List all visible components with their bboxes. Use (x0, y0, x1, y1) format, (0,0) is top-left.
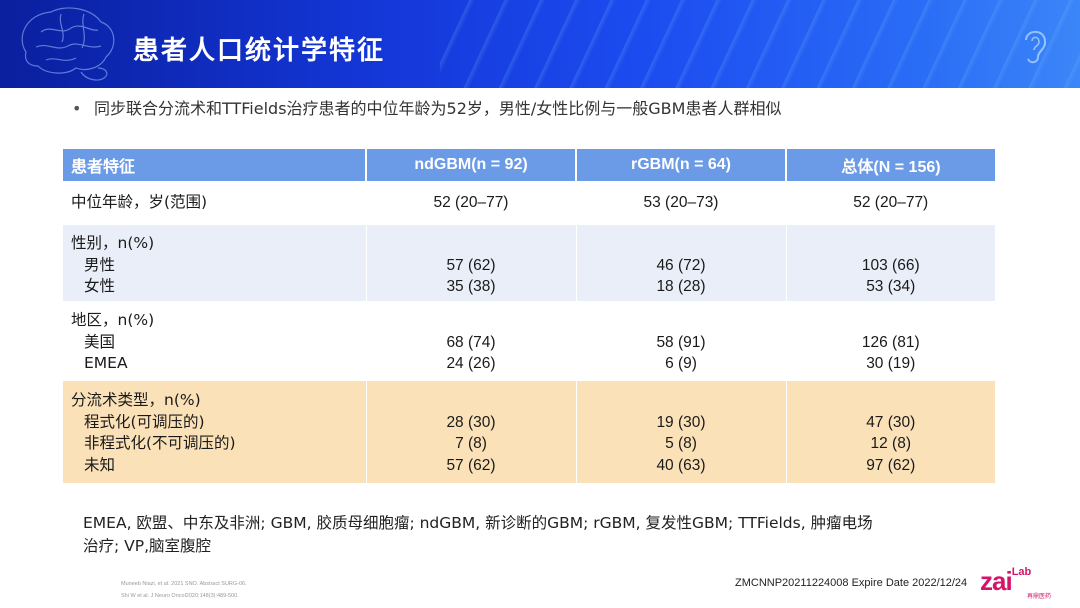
shunt-unknown-ndgbm: 57 (62) (446, 456, 496, 474)
header-characteristic: 患者特征 (63, 149, 367, 181)
shunt-nonprogrammable-total: 12 (8) (870, 435, 912, 452)
region-us-total: 126 (81) (861, 333, 920, 351)
logo-main: zai (980, 566, 1013, 596)
zailab-logo: zaiLab (980, 566, 1031, 597)
shunt-unknown-label: 未知 (84, 455, 116, 474)
footnote-line-2: 治疗; VP,脑室腹腔 (83, 537, 212, 555)
reference-1: Muneeb Niazi, et al. 2021 SNO. Abstract … (121, 581, 247, 587)
sex-label: 性别，n(%) (71, 234, 155, 252)
region-us-rgbm: 58 (91) (656, 333, 706, 351)
slide-title: 患者人口统计学特征 (133, 36, 386, 66)
ear-icon (1025, 30, 1047, 64)
sex-female-ndgbm: 35 (38) (446, 278, 496, 295)
region-emea-label: EMEA (84, 354, 128, 372)
shunt-nonprogrammable-label: 非程式化(不可调压的) (84, 434, 236, 452)
region-emea-rgbm: 6 (9) (665, 355, 697, 372)
demographics-table: 患者特征 ndGBM(n = 92) rGBM(n = 64) 总体(N = 1… (63, 149, 995, 483)
region-emea-ndgbm: 24 (26) (446, 355, 496, 372)
header-ndgbm: ndGBM(n = 92) (366, 149, 577, 181)
header-total: 总体(N = 156) (786, 149, 995, 181)
shunt-programmable-total: 47 (30) (866, 413, 916, 431)
median-age-ndgbm: 52 (20–77) (433, 194, 509, 211)
table-row-sex: 性别，n(%) 男性 女性 57 (62) 35 (38) 46 (72) 18… (63, 225, 995, 301)
header-rgbm: rGBM(n = 64) (576, 149, 787, 181)
shunt-programmable-ndgbm: 28 (30) (446, 413, 496, 431)
brain-icon (21, 7, 115, 81)
sex-male-rgbm: 46 (72) (656, 256, 706, 274)
region-label: 地区，n(%) (71, 311, 155, 329)
summary-bullet: • 同步联合分流术和TTFields治疗患者的中位年龄为52岁，男性/女性比例与一… (72, 95, 781, 119)
logo-chinese-text: 再鼎医药 (1027, 593, 1052, 600)
table-row-median-age: 中位年龄，岁(范围) 52 (20–77) 53 (20–73) 52 (20–… (63, 181, 995, 225)
bullet-text: 同步联合分流术和TTFields治疗患者的中位年龄为52岁，男性/女性比例与一般… (94, 99, 782, 118)
bullet-dot-icon: • (72, 99, 82, 118)
sex-female-rgbm: 18 (28) (656, 278, 706, 295)
footnote-line-1: EMEA, 欧盟、中东及非洲; GBM, 胶质母细胞瘤; ndGBM, 新诊断的… (83, 514, 873, 532)
title-banner: 患者人口统计学特征 (0, 0, 1080, 88)
shunt-unknown-total: 97 (62) (866, 456, 916, 474)
median-age-total: 52 (20–77) (853, 194, 929, 211)
shunt-programmable-label: 程式化(可调压的) (84, 412, 205, 431)
sex-female-total: 53 (34) (866, 278, 916, 295)
sex-male-label: 男性 (84, 255, 116, 274)
shunt-nonprogrammable-ndgbm: 7 (8) (455, 435, 487, 452)
table-row-region: 地区，n(%) 美国 EMEA 68 (74) 24 (26) 58 (91) … (63, 301, 995, 381)
median-age-rgbm: 53 (20–73) (643, 194, 719, 211)
shunt-label: 分流术类型，n(%) (71, 391, 201, 409)
table-row-shunt: 分流术类型，n(%) 程式化(可调压的) 非程式化(不可调压的) 未知 28 (… (63, 381, 995, 483)
sex-male-total: 103 (66) (861, 256, 920, 274)
references: Muneeb Niazi, et al. 2021 SNO. Abstract … (121, 578, 247, 602)
logo-sup: Lab (1011, 566, 1032, 578)
banner-decoration (440, 0, 1080, 88)
shunt-programmable-rgbm: 19 (30) (656, 413, 706, 431)
abbreviations-footnote: EMEA, 欧盟、中东及非洲; GBM, 胶质母细胞瘤; ndGBM, 新诊断的… (83, 512, 1013, 558)
sex-female-label: 女性 (84, 277, 116, 295)
median-age-label: 中位年龄，岁(范围) (71, 193, 208, 212)
expire-date-text: ZMCNNP20211224008 Expire Date 2022/12/24 (735, 577, 968, 589)
sex-male-ndgbm: 57 (62) (446, 256, 496, 274)
shunt-nonprogrammable-rgbm: 5 (8) (665, 435, 697, 452)
reference-2: Shi W et al. J Neuro Oncol2020;148(3):48… (121, 593, 239, 599)
region-us-ndgbm: 68 (74) (446, 333, 496, 351)
shunt-unknown-rgbm: 40 (63) (656, 456, 706, 474)
region-us-label: 美国 (84, 332, 116, 351)
region-emea-total: 30 (19) (866, 355, 916, 372)
table-header-row: 患者特征 ndGBM(n = 92) rGBM(n = 64) 总体(N = 1… (63, 149, 995, 181)
